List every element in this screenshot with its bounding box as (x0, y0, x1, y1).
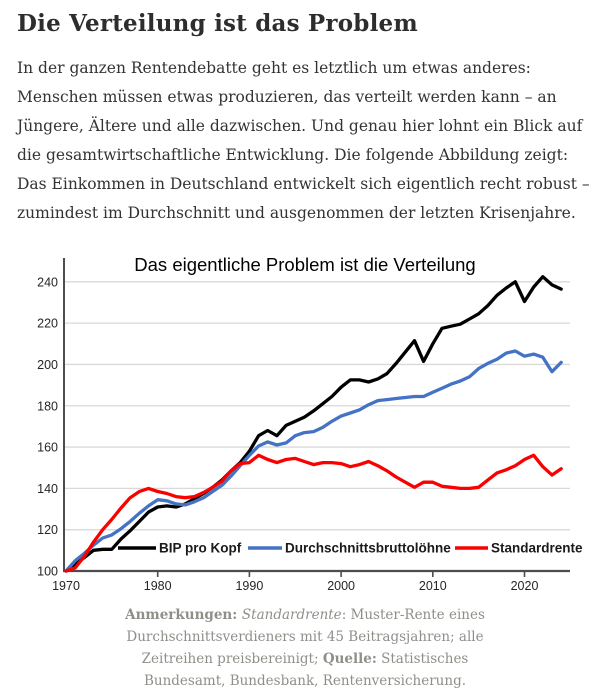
x-tick-label: 2000 (327, 579, 355, 593)
y-tick-label: 120 (37, 523, 58, 537)
chart-caption: Anmerkungen: Standardrente: Muster-Rente… (105, 604, 505, 692)
x-tick-label: 2010 (419, 579, 447, 593)
chart-title: Das eigentliche Problem ist die Verteilu… (134, 254, 475, 275)
y-tick-label: 140 (37, 482, 58, 496)
series-line-bip-pro-kopf (64, 275, 563, 573)
notes-label: Anmerkungen: (125, 607, 242, 623)
y-tick-label: 240 (37, 275, 58, 289)
legend-label-durchschnittsbruttol-hne: Durchschnittsbruttolöhne (285, 541, 451, 556)
x-tick-label: 1970 (52, 579, 80, 593)
intro-paragraph: In der ganzen Rentendebatte geht es letz… (17, 59, 590, 222)
x-tick-label: 1980 (144, 579, 172, 593)
page-title: Die Verteilung ist das Problem (17, 10, 418, 37)
source-text: Statistisches Bundesamt, Bundesbank, Ren… (143, 651, 469, 689)
notes-text: : Muster-Rente eines Durchschnittsverdie… (126, 607, 485, 667)
series-line-durchschnittsbruttol-hne (64, 349, 563, 573)
series-line-standardrente (64, 453, 563, 573)
line-chart: 100 120 140 160 180 200 220 240 1970 1980 1990 2000… (37, 254, 583, 593)
y-tick-label: 220 (37, 317, 58, 331)
notes-term: Standardrente (241, 607, 342, 623)
x-tick-label: 2020 (511, 579, 539, 593)
legend-label-standardrente: Standardrente (491, 541, 583, 556)
y-tick-label: 160 (37, 441, 58, 455)
y-tick-label: 200 (37, 358, 58, 372)
x-tick-label: 1990 (235, 579, 263, 593)
legend-label-bip-pro-kopf: BIP pro Kopf (159, 541, 242, 556)
source-label: Quelle: (322, 651, 377, 667)
y-tick-label: 180 (37, 399, 58, 413)
y-tick-label: 100 (37, 565, 58, 579)
